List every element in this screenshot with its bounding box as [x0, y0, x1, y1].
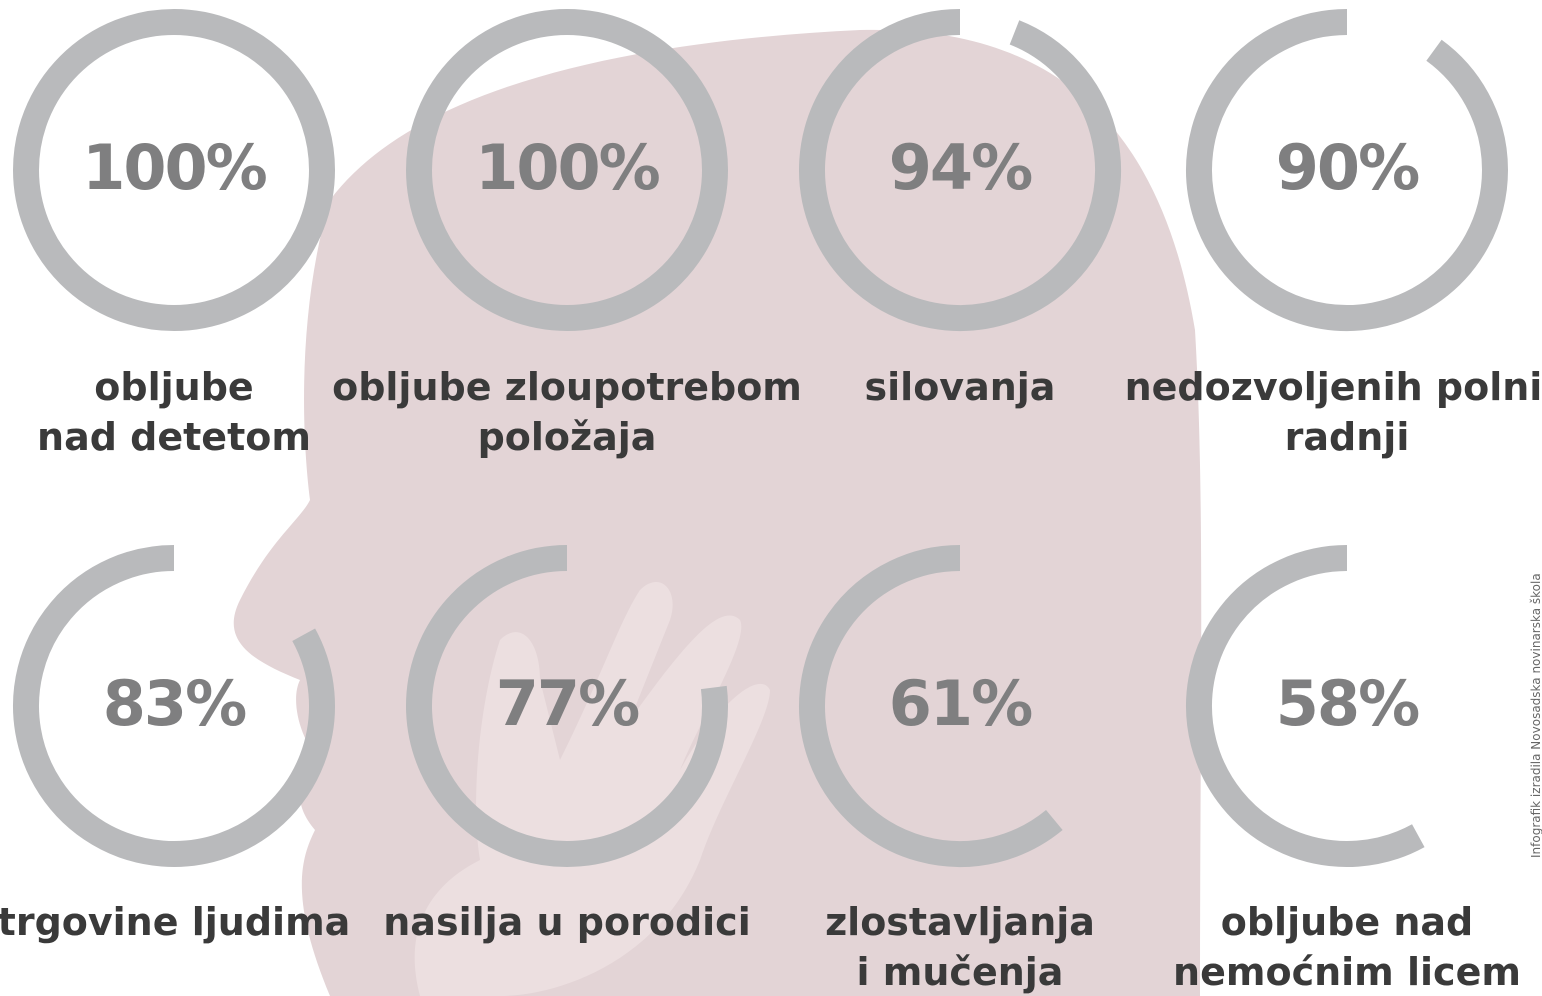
value-label: 100%	[82, 131, 266, 204]
value-label: 83%	[103, 667, 246, 740]
value-label: 77%	[496, 667, 639, 740]
value-label: 100%	[475, 131, 659, 204]
category-label: obljube nad nemoćnim licem	[1087, 897, 1542, 996]
value-label: 58%	[1276, 667, 1419, 740]
category-label: nedozvoljenih polnih radnji	[1087, 362, 1542, 462]
value-label: 94%	[889, 131, 1032, 204]
value-label: 90%	[1276, 131, 1419, 204]
chart: Infografik izradila Novosadska novinarsk…	[0, 0, 1542, 996]
value-label: 61%	[889, 667, 1032, 740]
infographic: Infografik izradila Novosadska novinarsk…	[0, 0, 1542, 996]
credit: Infografik izradila Novosadska novinarsk…	[1529, 573, 1542, 858]
